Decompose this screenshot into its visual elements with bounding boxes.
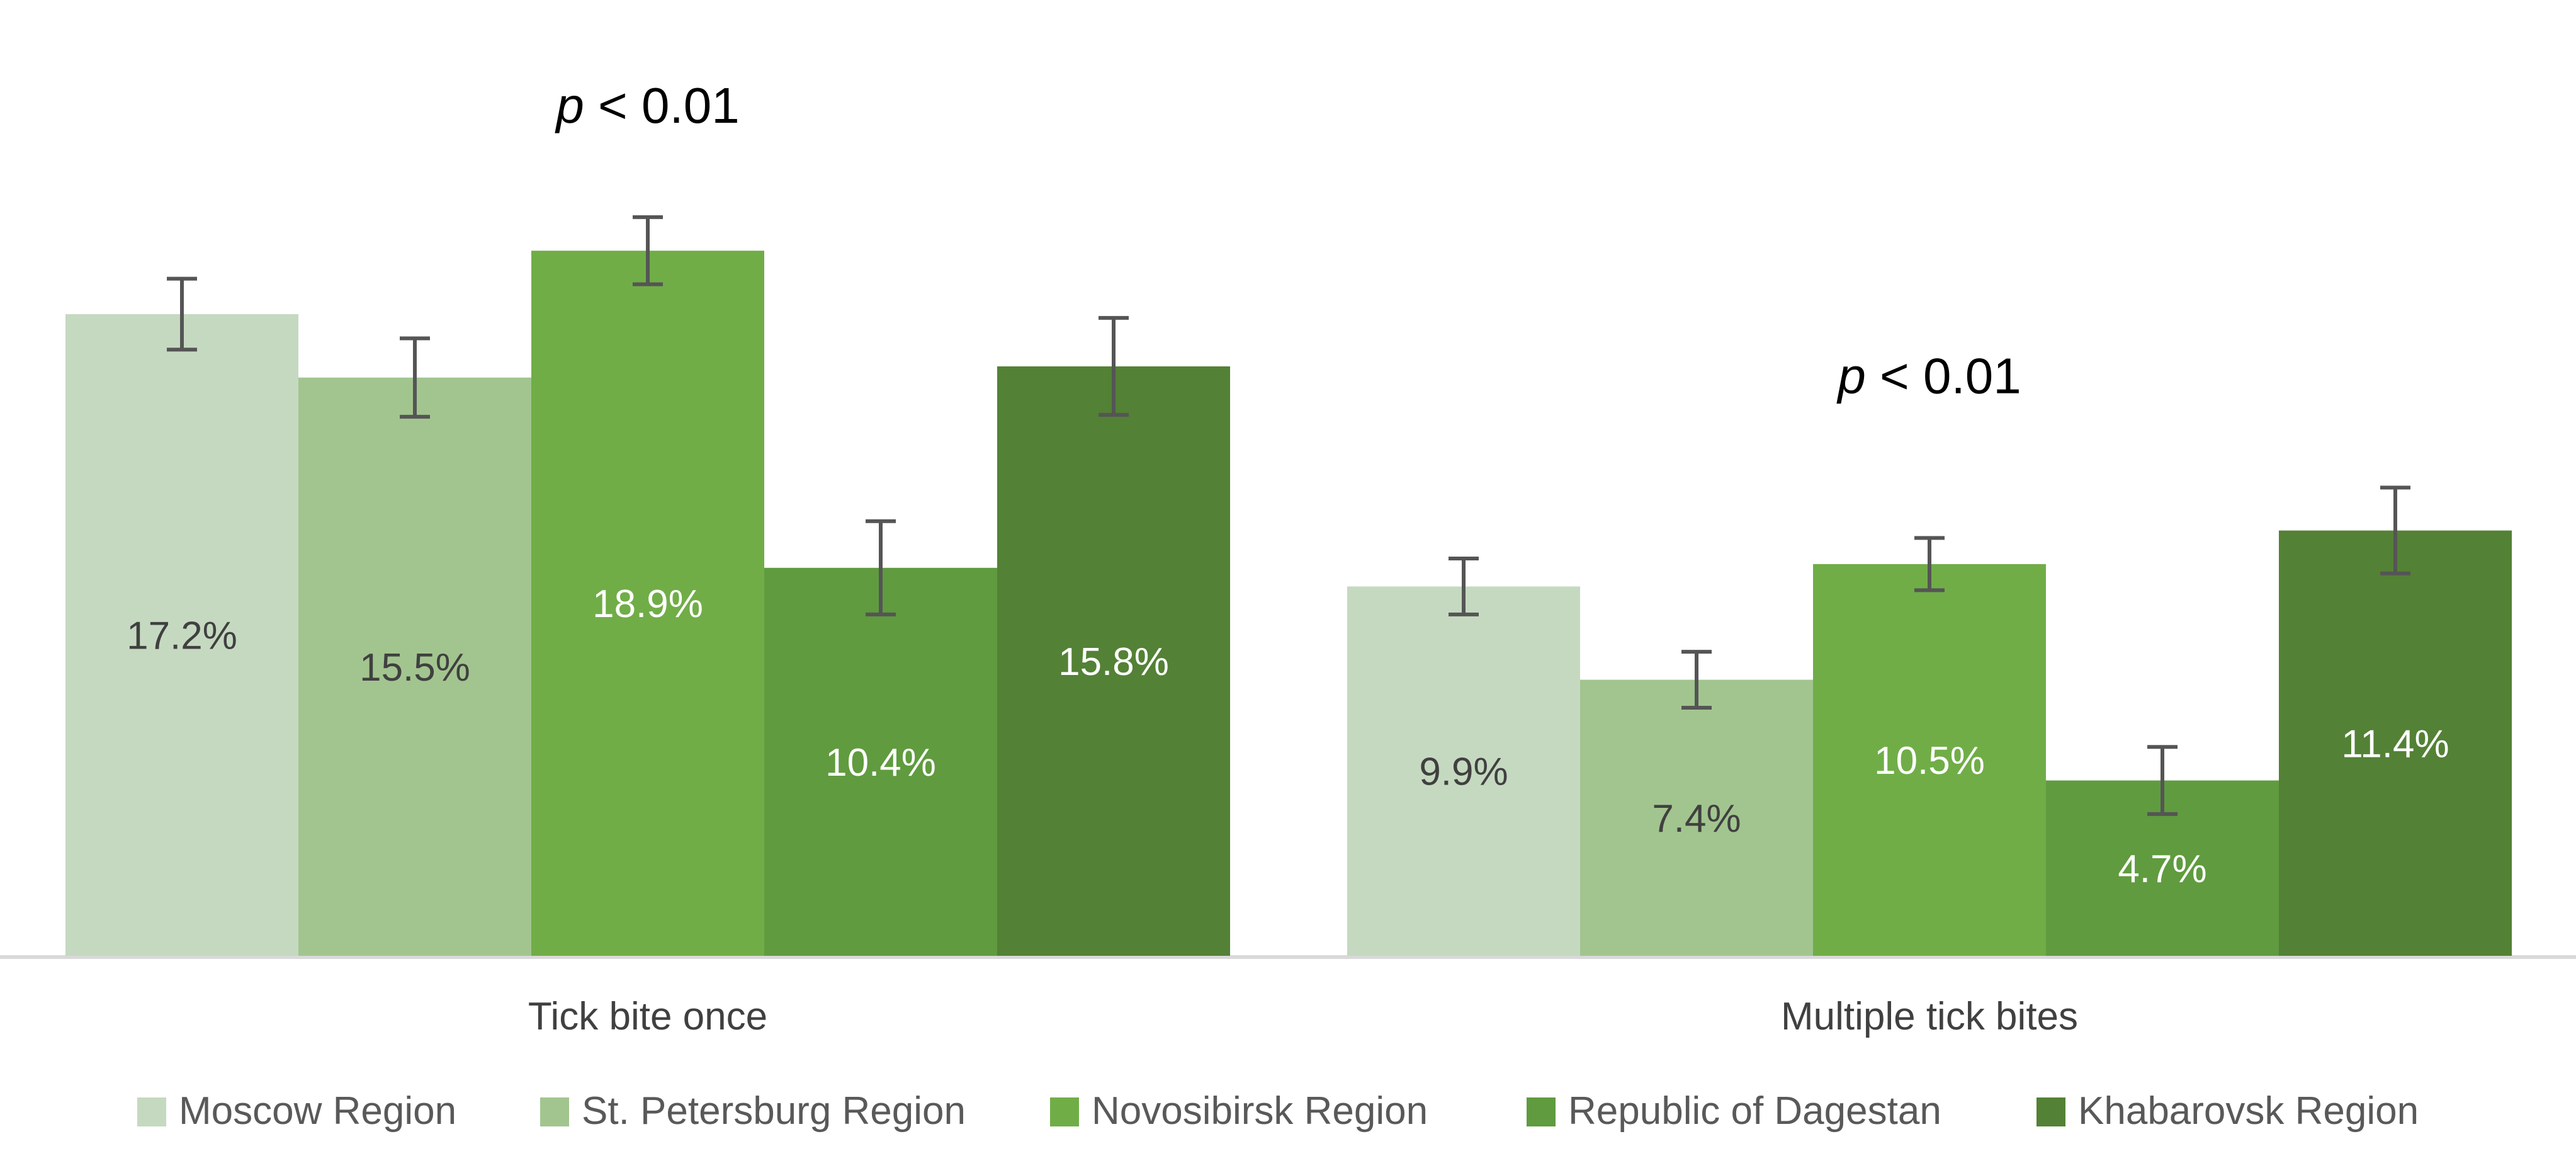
significance-annotation: p < 0.01 [1836,348,2021,404]
legend-label: Khabarovsk Region [2078,1089,2419,1133]
legend-swatch [137,1097,166,1126]
annotation-rest: < 0.01 [1866,348,2021,404]
legend-label: Moscow Region [179,1089,456,1133]
bar [2279,530,2512,956]
annotation-italic: p [555,77,584,133]
annotation-rest: < 0.01 [584,77,740,133]
data-label: 11.4% [2341,722,2449,766]
annotation-italic: p [1836,348,1866,404]
bar [65,314,298,956]
category-label: Tick bite once [528,995,767,1038]
bar [1347,586,1580,956]
data-label: 10.5% [1874,739,1985,783]
legend-swatch [1527,1097,1556,1126]
data-label: 18.9% [592,582,703,626]
legend-label: St. Petersburg Region [582,1089,966,1133]
data-label: 15.8% [1058,640,1169,684]
significance-annotation: p < 0.01 [555,77,739,133]
bar [764,567,997,956]
legend-swatch [540,1097,569,1126]
data-label: 4.7% [2118,848,2206,891]
bar [997,366,1230,956]
bar [1813,564,2046,956]
data-label: 7.4% [1652,797,1741,841]
bar [1580,679,1813,956]
bar [298,377,531,956]
data-label: 15.5% [359,646,470,689]
category-label: Multiple tick bites [1781,995,2078,1038]
legend-swatch [2037,1097,2065,1126]
data-label: 17.2% [127,614,237,657]
legend-swatch [1050,1097,1079,1126]
legend-label: Novosibirsk Region [1092,1089,1428,1133]
data-label: 9.9% [1419,751,1508,794]
data-label: 10.4% [825,741,936,785]
bar [531,251,764,956]
legend-label: Republic of Dagestan [1568,1089,1941,1133]
